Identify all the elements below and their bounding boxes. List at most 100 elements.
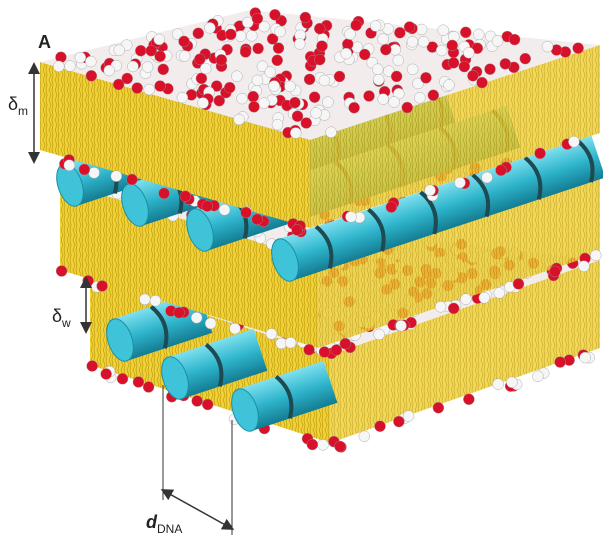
headgroup (416, 24, 427, 35)
headgroup (414, 92, 425, 103)
headgroup (520, 53, 531, 64)
headgroup (304, 74, 315, 85)
headgroup (191, 312, 202, 323)
headgroup (85, 56, 96, 67)
headgroup (378, 34, 389, 45)
headgroup (549, 266, 560, 277)
headgroup (290, 128, 301, 139)
headgroup (234, 114, 245, 125)
headgroup (493, 379, 504, 390)
headgroup (495, 165, 506, 176)
headgroup (75, 52, 86, 63)
headgroup (403, 411, 414, 422)
headgroup (393, 416, 404, 427)
headgroup (372, 64, 383, 75)
headgroup (64, 160, 75, 171)
headgroup (345, 211, 356, 222)
headgroup (237, 93, 248, 104)
headgroup (428, 90, 439, 101)
headgroup (53, 61, 64, 72)
spacing-label: dDNA (146, 512, 182, 536)
headgroup (370, 20, 381, 31)
headgroup (265, 67, 276, 78)
headgroup (342, 39, 353, 50)
headgroup (180, 191, 191, 202)
headgroup (117, 373, 128, 384)
headgroup (349, 102, 360, 113)
headgroup (532, 371, 543, 382)
headgroup (393, 55, 404, 66)
headgroup (177, 92, 188, 103)
headgroup (272, 119, 283, 130)
headgroup (144, 84, 155, 95)
headgroup (204, 22, 215, 33)
headgroup (555, 357, 566, 368)
headgroup (500, 58, 511, 69)
headgroup (425, 185, 436, 196)
headgroup (389, 97, 400, 108)
headgroup (309, 92, 320, 103)
headgroup (463, 47, 474, 58)
headgroup (87, 361, 98, 372)
headgroup (104, 65, 115, 76)
headgroup (252, 75, 263, 86)
headgroup (196, 73, 207, 84)
headgroup (111, 171, 122, 182)
headgroup (122, 73, 133, 84)
headgroup (64, 61, 75, 72)
headgroup (494, 287, 505, 298)
headgroup (253, 43, 264, 54)
headgroup (224, 82, 235, 93)
headgroup (573, 43, 584, 54)
headgroup (509, 34, 520, 45)
headgroup (542, 41, 553, 52)
headgroup (86, 70, 97, 81)
headgroup (535, 148, 546, 159)
headgroup (79, 164, 90, 175)
headgroup (485, 64, 496, 75)
headgroup (435, 301, 446, 312)
headgroup (317, 439, 328, 450)
headgroup (322, 97, 333, 108)
headgroup (142, 62, 153, 73)
headgroup (269, 9, 280, 20)
headgroup (132, 83, 143, 94)
headgroup (467, 70, 478, 81)
headgroup (194, 54, 205, 65)
headgroup (292, 224, 303, 235)
headgroup (225, 29, 236, 40)
headgroup (139, 294, 150, 305)
headgroup (473, 29, 484, 40)
headgroup (319, 75, 330, 86)
headgroup (155, 51, 166, 62)
headgroup (334, 71, 345, 82)
headgroup (319, 346, 330, 357)
headgroup (246, 30, 257, 41)
headgroup (179, 51, 190, 62)
membrane-thickness-label: δm (8, 94, 28, 118)
headgroup (179, 36, 190, 47)
headgroup (460, 27, 471, 38)
headgroup (294, 38, 305, 49)
headgroup (252, 13, 263, 24)
headgroup (438, 25, 449, 36)
headgroup (307, 439, 318, 450)
headgroup (202, 399, 213, 410)
headgroup (126, 174, 137, 185)
headgroup (198, 98, 209, 109)
headgroup (378, 94, 389, 105)
headgroup (231, 71, 242, 82)
headgroup (314, 54, 325, 65)
headgroup (252, 214, 263, 225)
headgroup (448, 303, 459, 314)
headgroup (351, 20, 362, 31)
headgroup (258, 98, 269, 109)
headgroup (460, 294, 471, 305)
headgroup (240, 46, 251, 57)
headgroup (143, 381, 154, 392)
headgroup (150, 295, 161, 306)
headgroup (285, 337, 296, 348)
headgroup (433, 402, 444, 413)
headgroup (341, 48, 352, 59)
headgroup (359, 49, 370, 60)
